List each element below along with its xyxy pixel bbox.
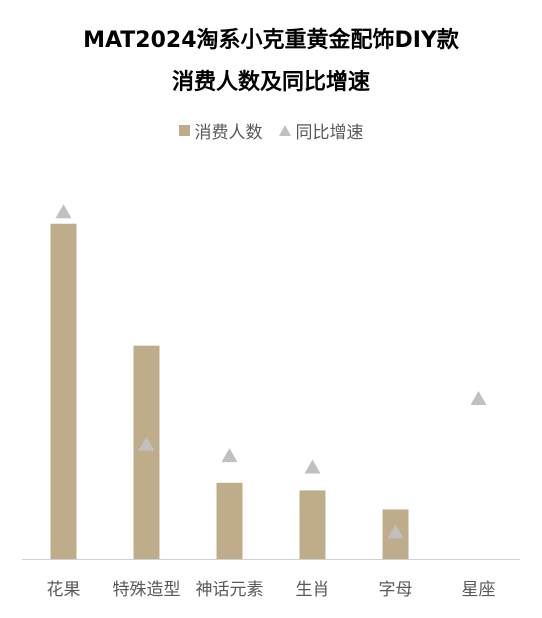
bar-0	[50, 223, 77, 559]
legend-label-bar: 消费人数	[194, 123, 263, 143]
bar-1	[133, 345, 160, 559]
marker-3	[304, 459, 321, 474]
x-tick-label: 花果	[47, 580, 81, 600]
legend-item-bar: 消费人数	[178, 118, 263, 143]
bar-2	[216, 482, 243, 559]
marker-2	[221, 448, 238, 463]
x-tick-label: 星座	[462, 580, 496, 600]
chart-subtitle: 消费人数及同比增速	[171, 70, 370, 95]
legend-triangle-icon	[278, 125, 291, 136]
chart-title: MAT2024淘系小克重黄金配饰DIY款	[83, 28, 459, 53]
marker-4	[387, 524, 404, 539]
marker-5	[470, 390, 487, 405]
x-tick-label: 神话元素	[196, 580, 264, 600]
chart-legend: 消费人数 同比增速	[0, 118, 542, 143]
legend-label-marker: 同比增速	[295, 123, 364, 143]
marker-0	[55, 204, 72, 219]
bar-3	[299, 490, 326, 559]
marker-1	[138, 436, 155, 451]
legend-bar-swatch	[178, 125, 190, 136]
x-tick-label: 字母	[379, 580, 413, 600]
x-tick-label: 特殊造型	[113, 580, 181, 600]
x-tick-label: 生肖	[296, 580, 330, 600]
legend-item-marker: 同比增速	[278, 118, 364, 143]
